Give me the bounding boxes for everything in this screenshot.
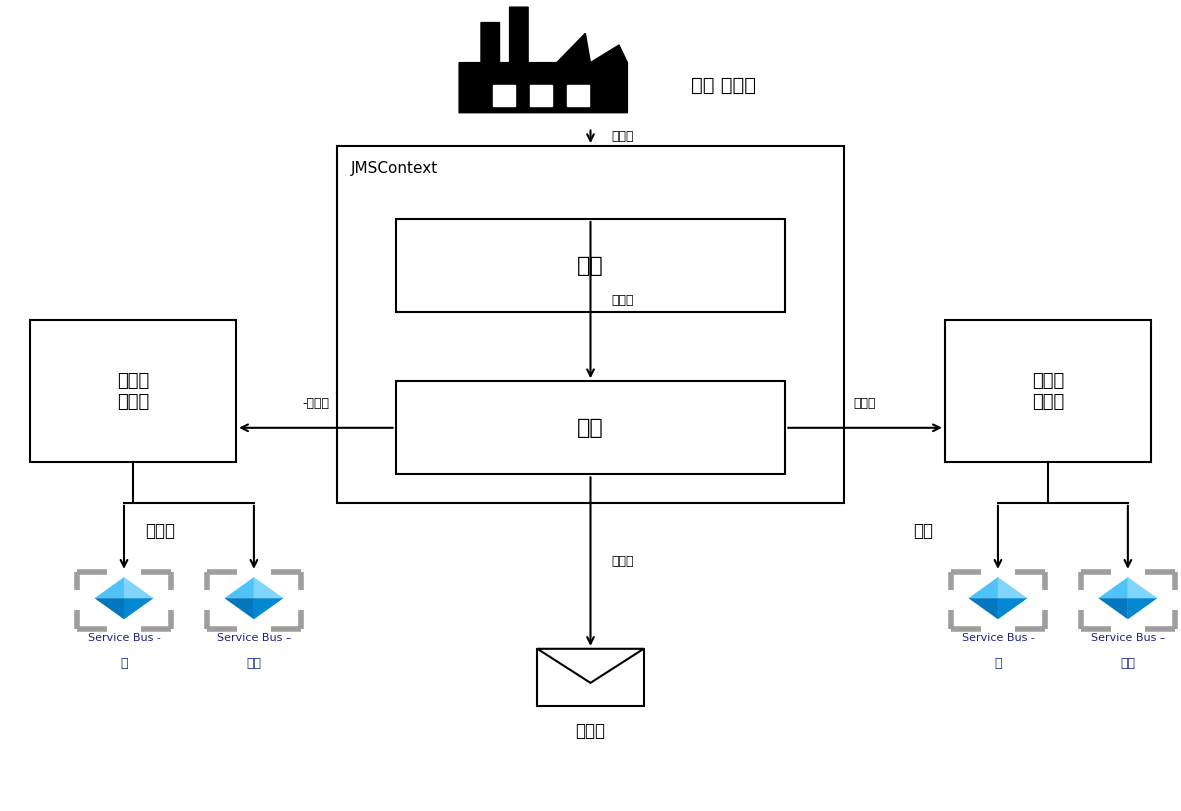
- Text: 연결: 연결: [578, 255, 603, 276]
- Text: 메시지: 메시지: [575, 722, 606, 740]
- Text: 만들기: 만들기: [854, 397, 876, 410]
- Polygon shape: [1128, 577, 1157, 599]
- Polygon shape: [124, 577, 154, 599]
- Polygon shape: [998, 599, 1027, 620]
- Text: 만들기: 만들기: [612, 131, 634, 144]
- Text: Service Bus -: Service Bus -: [87, 633, 161, 642]
- Polygon shape: [1128, 599, 1157, 620]
- Bar: [337, 146, 844, 503]
- Polygon shape: [537, 649, 644, 683]
- Polygon shape: [224, 577, 254, 599]
- Polygon shape: [998, 577, 1027, 599]
- Polygon shape: [567, 84, 588, 105]
- Polygon shape: [968, 599, 998, 620]
- Polygon shape: [537, 649, 644, 706]
- Polygon shape: [254, 599, 283, 620]
- Text: -만들기: -만들기: [302, 397, 329, 410]
- Text: 만들기: 만들기: [612, 294, 634, 307]
- Bar: [396, 219, 785, 312]
- Text: 큐: 큐: [120, 657, 128, 670]
- Bar: [396, 381, 785, 474]
- Polygon shape: [459, 7, 627, 113]
- Polygon shape: [1098, 599, 1128, 620]
- Polygon shape: [530, 84, 552, 105]
- Polygon shape: [94, 577, 124, 599]
- Bar: [30, 320, 236, 462]
- Text: 구독: 구독: [1121, 657, 1135, 670]
- Text: 세션: 세션: [578, 418, 603, 438]
- Polygon shape: [224, 599, 254, 620]
- Text: 보내기: 보내기: [144, 522, 175, 540]
- Text: 연결 팩터리: 연결 팩터리: [691, 75, 756, 95]
- Text: 만들기: 만들기: [612, 555, 634, 569]
- Text: 받기: 받기: [913, 522, 933, 540]
- Text: 토픽: 토픽: [247, 657, 261, 670]
- Polygon shape: [492, 84, 515, 105]
- Text: 메시지
생산자: 메시지 생산자: [117, 372, 149, 410]
- Bar: [945, 320, 1151, 462]
- Polygon shape: [968, 577, 998, 599]
- Text: JMSContext: JMSContext: [351, 161, 438, 175]
- Text: Service Bus –: Service Bus –: [216, 633, 292, 642]
- Text: 메시지
소비자: 메시지 소비자: [1032, 372, 1064, 410]
- Text: Service Bus -: Service Bus -: [961, 633, 1035, 642]
- Text: 큐: 큐: [994, 657, 1001, 670]
- Polygon shape: [94, 599, 124, 620]
- Polygon shape: [124, 599, 154, 620]
- Text: Service Bus –: Service Bus –: [1090, 633, 1166, 642]
- Polygon shape: [254, 577, 283, 599]
- Polygon shape: [1098, 577, 1128, 599]
